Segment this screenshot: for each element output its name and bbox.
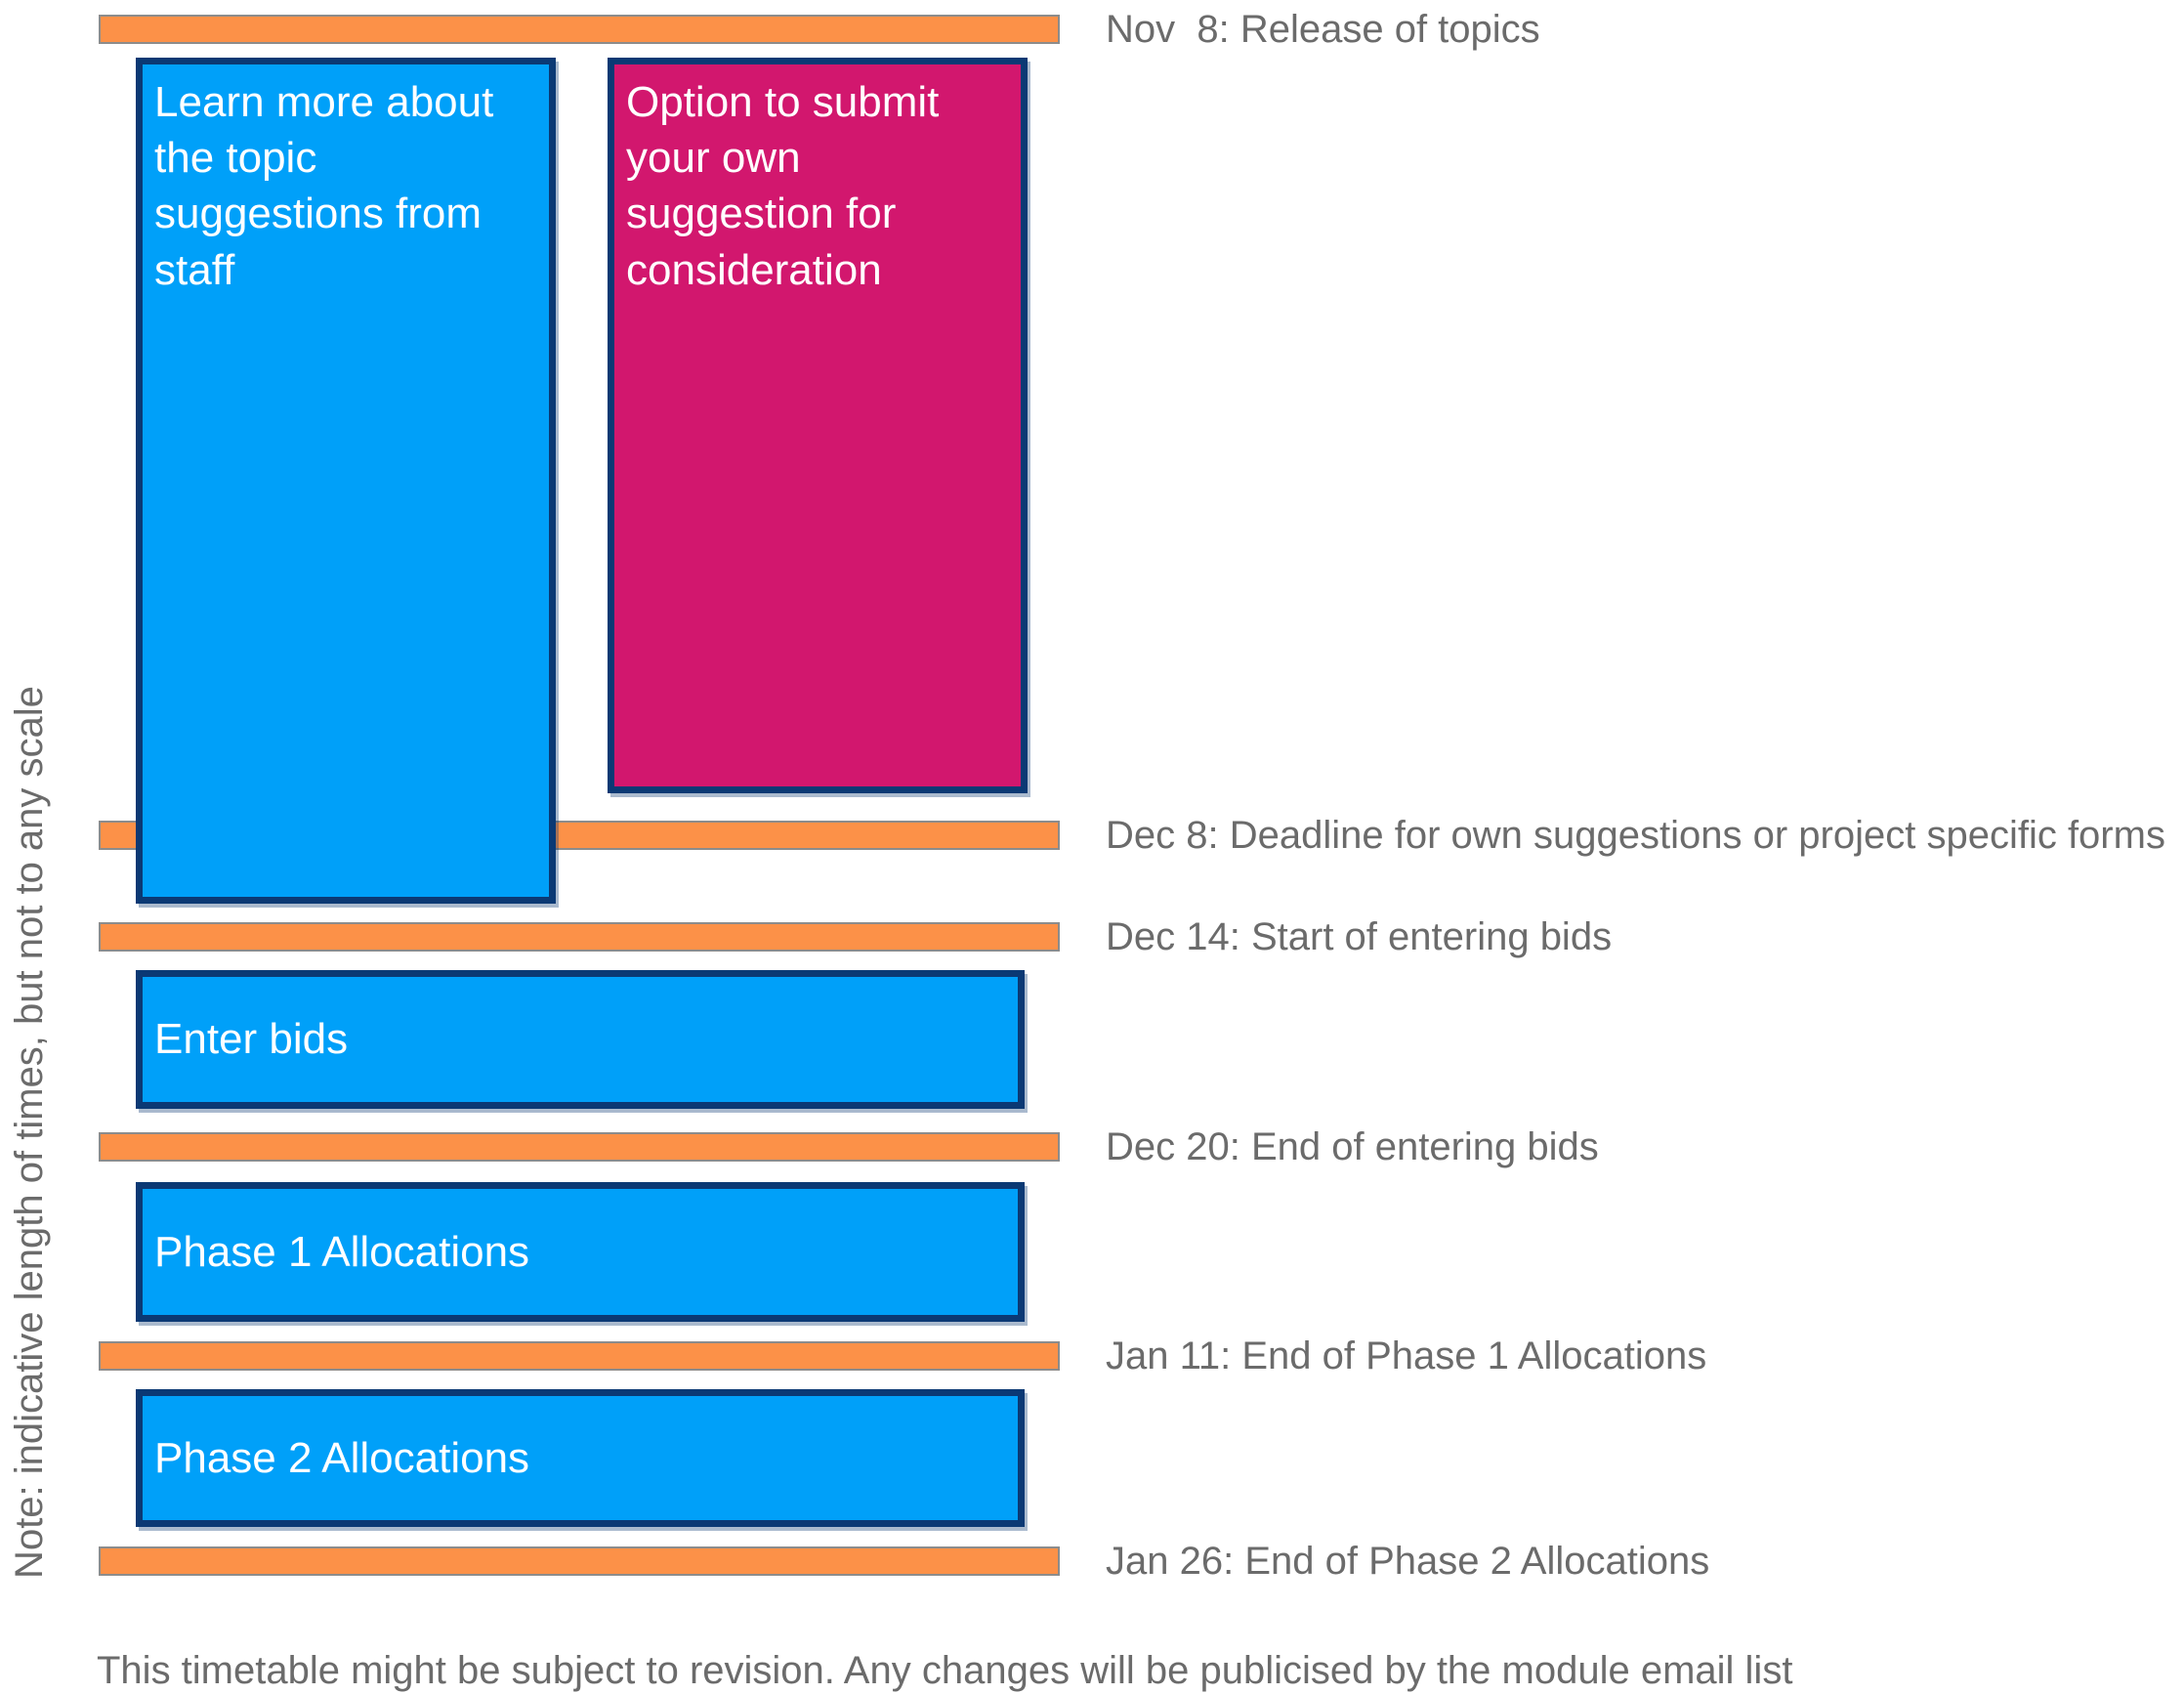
milestone-label-jan11: Jan 11: End of Phase 1 Allocations [1106, 1334, 1707, 1377]
milestone-label-jan26: Jan 26: End of Phase 2 Allocations [1106, 1540, 1710, 1583]
milestone-label-dec8: Dec 8: Deadline for own suggestions or p… [1106, 814, 2165, 857]
activity-box-learn-more: Learn more about the topic suggestions f… [136, 58, 556, 904]
timeline-bar-nov8 [99, 15, 1060, 44]
milestone-label-dec14: Dec 14: Start of entering bids [1106, 915, 1613, 958]
timeline-bar-dec20 [99, 1132, 1060, 1162]
scale-note: Note: indicative length of times, but no… [8, 686, 51, 1579]
timeline-bar-jan11 [99, 1341, 1060, 1371]
timeline-bar-jan26 [99, 1546, 1060, 1576]
milestone-label-nov8: Nov 8: Release of topics [1106, 8, 1540, 51]
activity-box-phase1-allocations: Phase 1 Allocations [136, 1182, 1025, 1322]
milestone-label-dec20: Dec 20: End of entering bids [1106, 1125, 1599, 1168]
timeline-bar-dec14 [99, 922, 1060, 952]
revision-note: This timetable might be subject to revis… [97, 1649, 1793, 1692]
activity-box-enter-bids: Enter bids [136, 970, 1025, 1109]
activity-box-own-suggestion: Option to submit your own suggestion for… [608, 58, 1028, 793]
activity-box-phase2-allocations: Phase 2 Allocations [136, 1389, 1025, 1527]
